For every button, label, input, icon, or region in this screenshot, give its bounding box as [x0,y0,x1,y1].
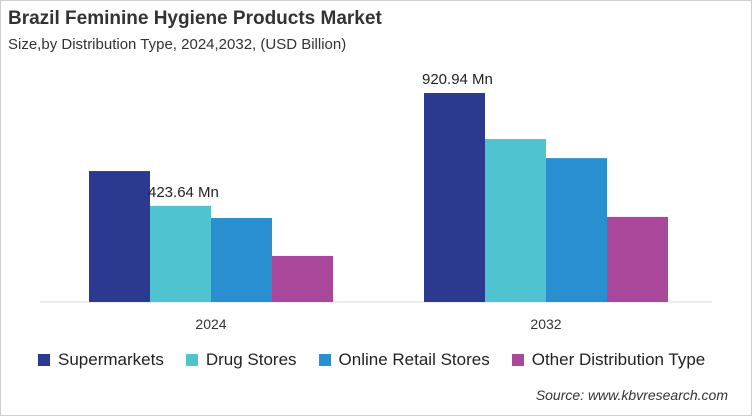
bar-online-retail-stores-2032 [546,158,607,302]
bar-drug-stores-2032 [485,139,546,302]
legend-item: Other Distribution Type [511,350,706,370]
bar-online-retail-stores-2024 [211,218,272,302]
bar-other-distribution-type-2032 [607,216,668,302]
legend-item: Online Retail Stores [318,350,490,370]
chart-subtitle: Size,by Distribution Type, 2024,2032, (U… [8,36,347,53]
chart-title: Brazil Feminine Hygiene Products Market [8,8,382,29]
legend: Supermarkets Drug Stores Online Retail Sto… [38,350,705,370]
x-tick-label: 2024 [195,316,226,332]
legend-label: Online Retail Stores [338,350,490,369]
legend-label: Drug Stores [205,350,297,369]
legend-swatch [185,354,198,366]
bar-drug-stores-2024 [150,205,211,302]
legend-swatch [318,354,331,366]
legend-label: Supermarkets [58,350,164,369]
source-note: Source: www.kbvresearch.com [535,387,728,403]
legend-swatch [38,354,50,366]
x-tick-label: 2032 [530,316,561,332]
data-label: 423.64 Mn [148,184,219,201]
data-label: 920.94 Mn [422,71,493,88]
legend-label: Other Distribution Type [531,350,706,369]
legend-item: Drug Stores [185,350,297,370]
legend-item: Supermarkets [38,350,164,370]
legend-swatch [511,354,524,366]
bar-other-distribution-type-2024 [272,255,333,302]
bar-supermarkets-2032 [424,93,485,302]
bar-supermarkets-2024 [89,171,150,302]
